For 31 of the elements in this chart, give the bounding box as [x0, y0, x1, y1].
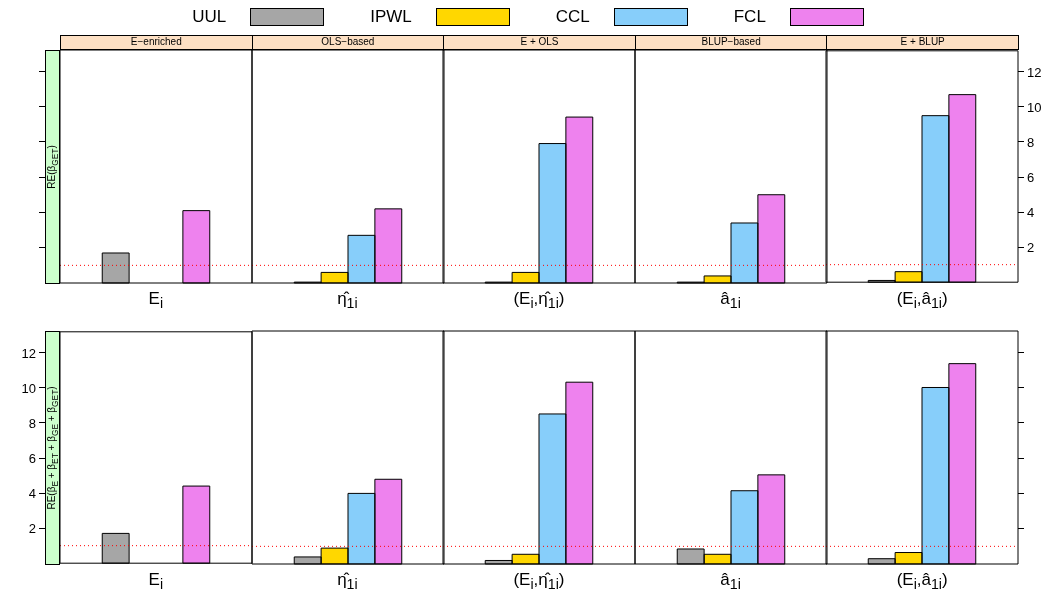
y-tick-label: 10 — [1027, 99, 1042, 115]
legend-label: IPWL — [370, 7, 412, 27]
x-tick-label: (E$_{i}$,â$_{1i}$) — [895, 570, 949, 593]
chart-title: OLS−based — [251, 35, 445, 50]
x-tick-label: â$_{1i}$ — [719, 570, 742, 593]
y-tick-label: 12 — [21, 345, 36, 361]
x-tick-label: η̂$_{1i}$ — [336, 570, 359, 593]
y-tick-label: 10 — [21, 380, 36, 396]
legend-label: UUL — [192, 7, 227, 27]
chart-title: E + OLS — [443, 35, 636, 50]
x-tick-label: E$_{i}$ — [147, 570, 165, 593]
x-tick-label: (E$_{i}$,η̂$_{1i}$) — [512, 289, 566, 312]
y-tick-label: 4 — [28, 486, 36, 502]
y-tick-label: 2 — [28, 521, 36, 537]
chart-title: E−enriched — [60, 35, 253, 50]
y-tick-label: 6 — [1027, 170, 1035, 186]
y-tick-label: 12 — [1027, 64, 1042, 80]
x-tick-label: η̂$_{1i}$ — [336, 289, 359, 312]
y-tick-label: 2 — [1027, 240, 1035, 256]
y-tick-label: 8 — [28, 416, 36, 432]
y-tick-label: 6 — [28, 451, 36, 467]
y-tick-label: 8 — [1027, 135, 1035, 151]
y-tick-label: 4 — [1027, 205, 1035, 221]
legend-label: CCL — [555, 7, 590, 27]
chart-title: E + BLUP — [826, 35, 1019, 50]
x-tick-label: (E$_{i}$,â$_{1i}$) — [895, 289, 949, 312]
x-tick-label: â$_{1i}$ — [719, 289, 742, 312]
x-tick-label: (E$_{i}$,η̂$_{1i}$) — [512, 570, 566, 593]
legend-label: FCL — [733, 7, 766, 27]
chart-title: BLUP−based — [634, 35, 828, 50]
x-tick-label: E$_{i}$ — [147, 289, 165, 312]
